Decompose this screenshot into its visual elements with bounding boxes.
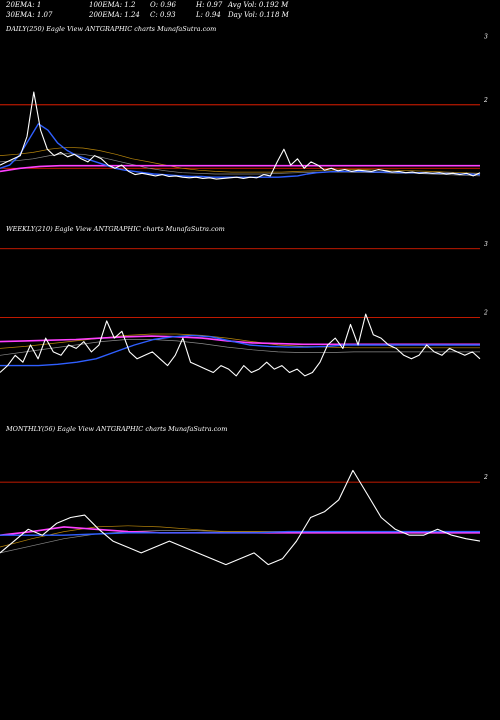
avg-vol-readout: Avg Vol: 0.192 M xyxy=(228,1,289,9)
day-vol-readout: Day Vol: 0.118 M xyxy=(228,11,289,19)
weekly-y-tick-0: 3 xyxy=(484,241,488,248)
monthly-chart: 2 xyxy=(0,469,488,566)
monthly-price-line xyxy=(0,469,481,566)
weekly-ema-orange-line xyxy=(0,333,480,349)
monthly-chart-title: MONTHLY(56) Eagle View ANTGRAPHIC charts… xyxy=(6,425,228,433)
ema200-readout: 200EMA: 1.24 xyxy=(89,11,140,19)
ema100-readout: 100EMA: 1.2 xyxy=(89,1,136,9)
daily-chart: 32 xyxy=(0,33,488,180)
daily-ema-magenta-line xyxy=(0,164,480,173)
daily-ema-grey-line xyxy=(0,153,481,177)
daily-ema-orange-line xyxy=(0,146,481,174)
close-readout: C: 0.93 xyxy=(150,11,176,19)
header-row-2: 30EMA: 1.07 200EMA: 1.24 C: 0.93 L: 0.94… xyxy=(6,11,494,21)
weekly-chart: 32 xyxy=(0,241,488,377)
weekly-chart-title: WEEKLY(210) Eagle View ANTGRAPHIC charts… xyxy=(6,225,225,233)
daily-ema-blue-line xyxy=(0,123,481,178)
monthly-ema-grey-line xyxy=(0,530,480,554)
daily-chart-title: DAILY(250) Eagle View ANTGRAPHIC charts … xyxy=(6,25,217,33)
weekly-y-tick-1: 2 xyxy=(483,310,488,317)
ema20-readout: 20EMA: 1 xyxy=(6,1,42,9)
header-row-1: 20EMA: 1 100EMA: 1.2 O: 0.96 H: 0.97 Avg… xyxy=(6,1,494,11)
daily-y-tick-1: 2 xyxy=(483,97,488,104)
low-readout: L: 0.94 xyxy=(196,11,221,19)
monthly-y-tick-0: 2 xyxy=(483,474,488,481)
high-readout: H: 0.97 xyxy=(196,1,223,9)
weekly-ema-blue-line xyxy=(0,334,480,367)
daily-y-tick-0: 3 xyxy=(484,33,488,40)
ema30-readout: 30EMA: 1.07 xyxy=(6,11,53,19)
weekly-price-line xyxy=(0,313,481,377)
open-readout: O: 0.96 xyxy=(150,1,176,9)
monthly-ema-orange-line xyxy=(0,525,480,548)
daily-price-line xyxy=(0,91,481,180)
